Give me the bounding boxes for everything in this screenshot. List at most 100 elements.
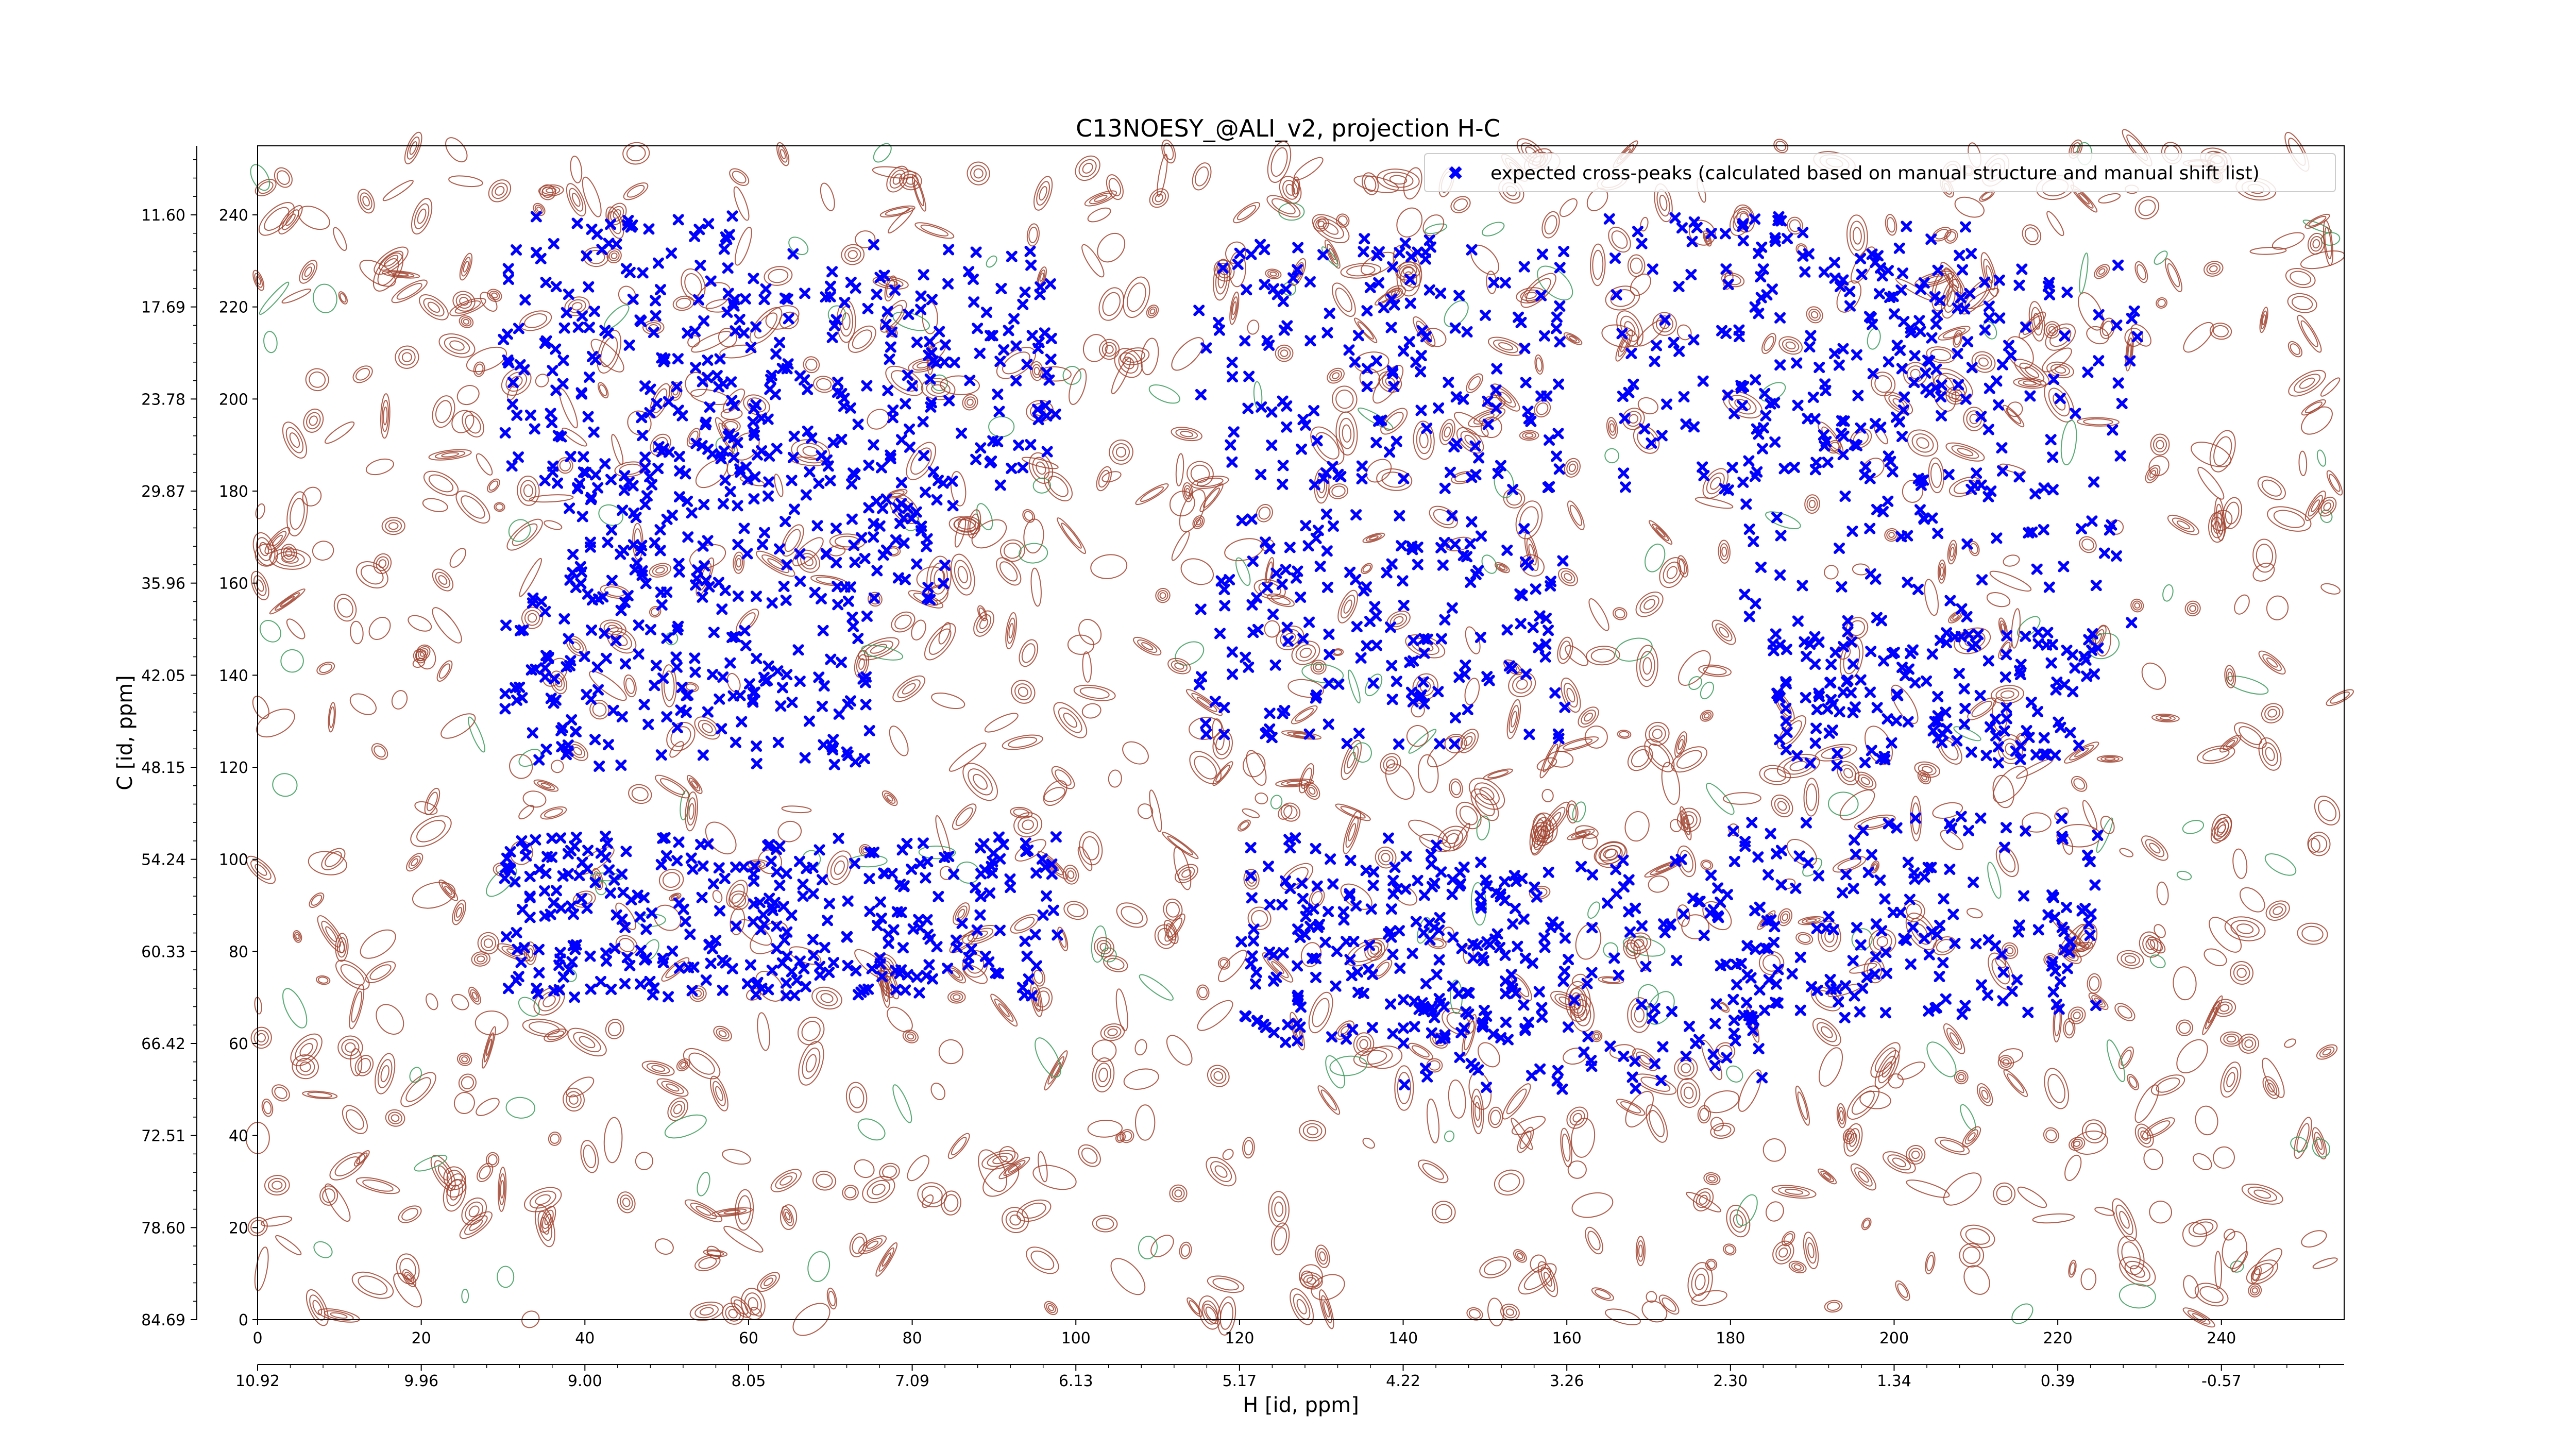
- positive-contour: [1905, 1144, 1926, 1165]
- positive-contour: [406, 853, 423, 872]
- chart-title: C13NOESY_@ALI_v2, projection H-C: [1076, 114, 1500, 142]
- positive-contour: [302, 486, 322, 507]
- positive-contour: [282, 422, 307, 459]
- positive-contour: [1585, 1226, 1603, 1255]
- positive-contour: [360, 929, 396, 959]
- positive-contour: [285, 549, 293, 558]
- positive-contour: [1738, 1069, 1762, 1112]
- positive-contour: [2217, 510, 2223, 529]
- positive-contour: [1566, 334, 1580, 344]
- positive-contour: [607, 625, 619, 633]
- positive-contour: [1403, 167, 1422, 200]
- negative-contour: [1953, 726, 1981, 742]
- positive-contour: [1154, 924, 1176, 949]
- positive-contour: [2096, 755, 2124, 763]
- positive-contour: [1036, 181, 1050, 206]
- positive-contour: [722, 1302, 744, 1325]
- y-axis-ppm: 84.6978.6072.5166.4260.3354.2448.1542.05…: [141, 146, 197, 1329]
- positive-contour: [952, 803, 977, 830]
- positive-contour: [1947, 540, 1957, 565]
- positive-contour: [2094, 1207, 2115, 1216]
- positive-contour: [1246, 750, 1267, 786]
- positive-contour: [916, 566, 945, 589]
- positive-contour: [1950, 1032, 1959, 1046]
- positive-contour: [1362, 532, 1385, 543]
- positive-contour: [1777, 715, 1807, 750]
- positive-contour: [432, 568, 454, 592]
- positive-contour: [374, 745, 386, 757]
- positive-contour: [2239, 726, 2262, 745]
- positive-contour: [512, 523, 538, 546]
- positive-contour: [1090, 554, 1128, 579]
- positive-contour: [579, 1036, 596, 1049]
- positive-contour: [866, 1240, 879, 1249]
- positive-contour: [2150, 433, 2170, 456]
- y-index-tick-label: 180: [219, 483, 248, 501]
- positive-contour: [2100, 816, 2115, 834]
- positive-contour: [391, 690, 408, 710]
- positive-contour: [2256, 544, 2274, 568]
- positive-contour: [1010, 806, 1033, 819]
- positive-contour: [448, 175, 483, 188]
- negative-contour: [1736, 1194, 1758, 1226]
- positive-contour: [1157, 590, 1168, 601]
- positive-contour: [1108, 178, 1122, 196]
- positive-contour: [269, 548, 311, 570]
- positive-contour: [1656, 315, 1673, 333]
- positive-contour: [2149, 470, 2157, 478]
- positive-contour: [400, 1072, 436, 1107]
- positive-contour: [309, 371, 326, 388]
- positive-contour: [255, 543, 278, 567]
- positive-contour: [957, 518, 976, 530]
- positive-contour: [1397, 1072, 1411, 1104]
- positive-contour: [2244, 1039, 2253, 1048]
- positive-contour: [495, 186, 505, 196]
- positive-contour: [2312, 1127, 2327, 1160]
- positive-contour: [1526, 538, 1537, 566]
- positive-contour: [1105, 345, 1114, 354]
- positive-contour: [263, 1101, 272, 1115]
- positive-contour: [2046, 361, 2074, 379]
- positive-contour: [854, 1159, 875, 1178]
- positive-contour: [2267, 1083, 2275, 1093]
- positive-contour: [2049, 327, 2072, 347]
- positive-contour: [2176, 1019, 2193, 1036]
- positive-contour: [2011, 608, 2021, 649]
- positive-contour: [1008, 1163, 1021, 1173]
- positive-contour: [1466, 373, 1483, 393]
- positive-contour: [2204, 261, 2224, 277]
- positive-contour: [652, 565, 668, 576]
- positive-contour: [1723, 792, 1761, 805]
- positive-contour: [1677, 738, 1684, 750]
- positive-contour: [261, 1099, 274, 1117]
- positive-contour: [1559, 641, 1571, 660]
- positive-contour: [1237, 819, 1251, 832]
- positive-contour: [1312, 214, 1350, 244]
- positive-contour: [1812, 1018, 1841, 1047]
- positive-contour: [2117, 1005, 2132, 1019]
- positive-contour: [1340, 806, 1366, 819]
- positive-contour: [1327, 244, 1338, 265]
- negative-contour: [2320, 509, 2333, 523]
- positive-contour: [2214, 1251, 2223, 1290]
- positive-contour: [1198, 1295, 1222, 1330]
- positive-contour: [1852, 563, 1870, 576]
- positive-contour: [1663, 561, 1682, 584]
- positive-contour: [886, 165, 909, 193]
- positive-contour: [2150, 1074, 2185, 1096]
- positive-contour: [1710, 1122, 1735, 1139]
- positive-contour: [533, 203, 546, 216]
- positive-contour: [2134, 261, 2148, 283]
- positive-contour: [557, 457, 573, 474]
- positive-contour: [566, 1076, 595, 1098]
- positive-contour: [559, 459, 571, 471]
- positive-contour: [589, 670, 627, 701]
- positive-contour: [1815, 744, 1857, 762]
- positive-contour: [1511, 1116, 1546, 1135]
- positive-contour: [355, 1177, 400, 1194]
- negative-contour: [1325, 1055, 1346, 1089]
- positive-contour: [2290, 271, 2312, 285]
- positive-contour: [957, 566, 968, 583]
- positive-contour: [285, 213, 296, 226]
- positive-contour: [2241, 1036, 2257, 1051]
